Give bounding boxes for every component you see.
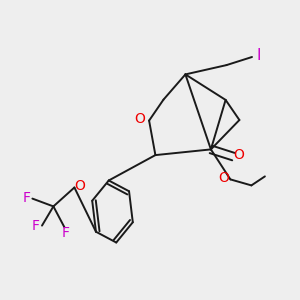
Text: F: F — [32, 219, 40, 233]
Text: F: F — [61, 226, 69, 240]
Text: F: F — [22, 191, 30, 205]
Text: O: O — [218, 172, 229, 185]
Text: I: I — [256, 48, 261, 63]
Text: O: O — [135, 112, 146, 126]
Text: O: O — [233, 148, 244, 162]
Text: O: O — [74, 179, 85, 193]
